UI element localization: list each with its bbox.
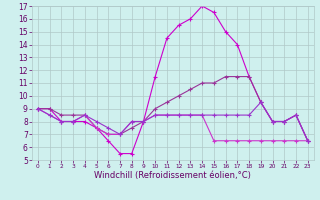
X-axis label: Windchill (Refroidissement éolien,°C): Windchill (Refroidissement éolien,°C)	[94, 171, 251, 180]
